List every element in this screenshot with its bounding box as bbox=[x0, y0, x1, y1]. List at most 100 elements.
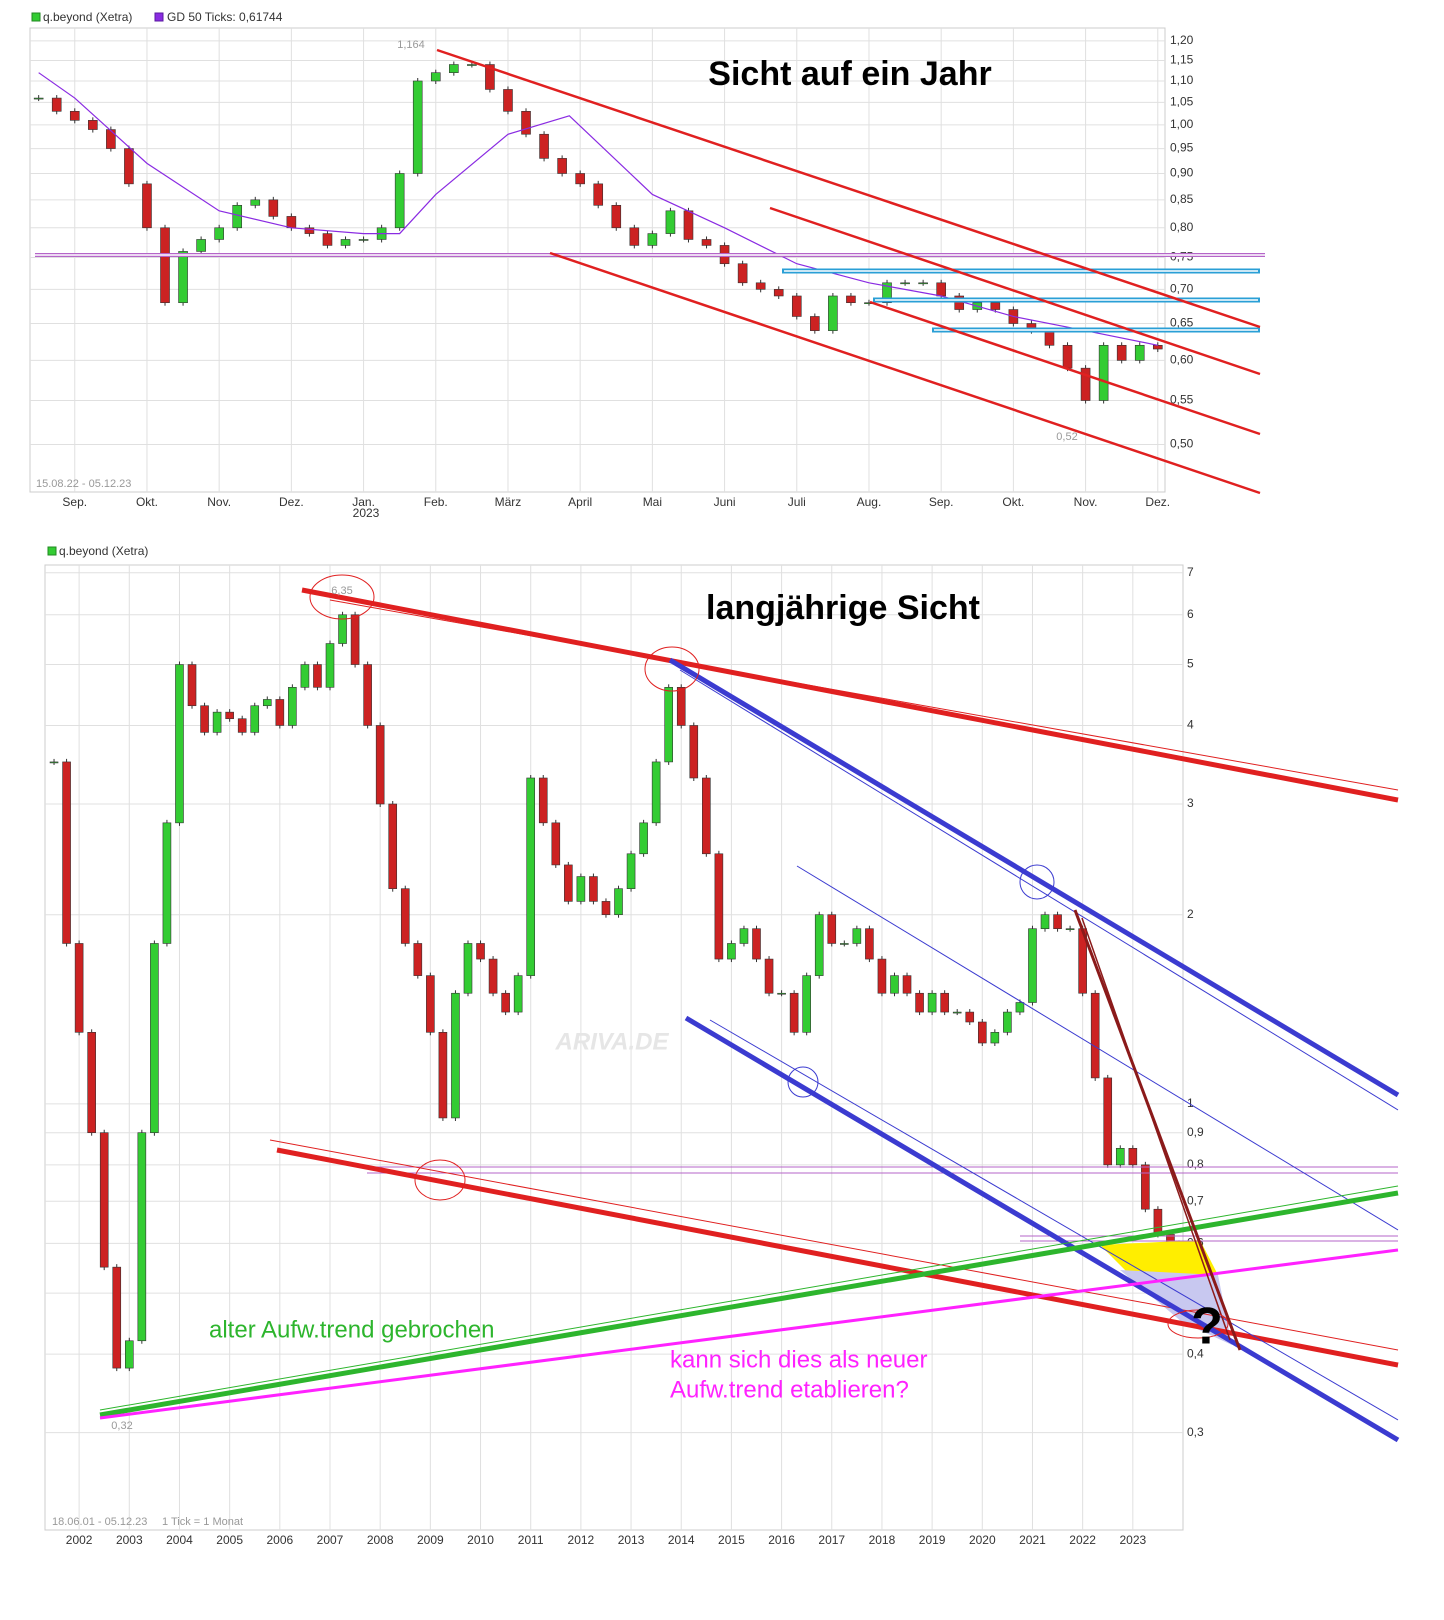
candle bbox=[990, 302, 1001, 310]
x-tick-label: Aug. bbox=[857, 495, 882, 509]
y-tick-label: 1,10 bbox=[1170, 73, 1194, 87]
x-tick-label: 2004 bbox=[166, 1533, 193, 1547]
y-tick-label: 0,7 bbox=[1187, 1193, 1204, 1207]
x-tick-label: 2011 bbox=[518, 1533, 544, 1547]
candle bbox=[187, 664, 197, 707]
candle bbox=[275, 699, 285, 726]
trend-line-thin bbox=[679, 669, 1399, 1111]
candle bbox=[400, 888, 410, 944]
candle bbox=[714, 853, 724, 960]
candle bbox=[626, 853, 636, 889]
trend-line bbox=[436, 48, 1261, 329]
y-tick-label: 2 bbox=[1187, 907, 1194, 921]
candle bbox=[737, 263, 748, 284]
trend-channel bbox=[436, 48, 1261, 495]
annotation: 6,35 bbox=[331, 585, 352, 597]
candle bbox=[1044, 330, 1055, 346]
x-tick-label: 2008 bbox=[367, 1533, 394, 1547]
trend-line bbox=[684, 1015, 1400, 1443]
chart-title: langjährige Sicht bbox=[706, 589, 980, 627]
x-tick-label: Mai bbox=[643, 495, 662, 509]
x-tick-label: 2017 bbox=[818, 1533, 845, 1547]
candle bbox=[1103, 1077, 1113, 1166]
candle bbox=[200, 705, 209, 733]
candle bbox=[394, 173, 405, 229]
marker-circle bbox=[1019, 864, 1055, 900]
x-tick-label: 2006 bbox=[266, 1533, 293, 1547]
candle bbox=[877, 958, 887, 994]
candle bbox=[918, 282, 928, 285]
candle bbox=[927, 992, 937, 1013]
chart-title: Sicht auf ein Jahr bbox=[708, 55, 991, 93]
candle bbox=[575, 173, 585, 185]
x-tick-label: 2021 bbox=[1019, 1533, 1046, 1547]
x-tick-label: 2007 bbox=[317, 1533, 344, 1547]
x-tick-label: 2023 bbox=[1119, 1533, 1146, 1547]
candle bbox=[49, 761, 59, 764]
candle bbox=[810, 316, 820, 331]
candle bbox=[828, 295, 838, 331]
candle bbox=[467, 64, 477, 66]
candle bbox=[676, 687, 686, 726]
y-tick-label: 0,80 bbox=[1170, 220, 1194, 234]
candle bbox=[611, 204, 622, 229]
candle bbox=[1065, 928, 1075, 931]
resistance-lines-inner bbox=[784, 270, 1258, 331]
candle bbox=[852, 928, 862, 944]
candle bbox=[340, 239, 351, 246]
candle bbox=[426, 975, 435, 1033]
y-tick-label: 1,00 bbox=[1170, 117, 1194, 131]
candle bbox=[363, 664, 372, 726]
candle bbox=[1115, 1148, 1125, 1166]
candle bbox=[755, 282, 766, 290]
candle bbox=[1116, 344, 1127, 361]
y-tick-label: 0,60 bbox=[1170, 353, 1194, 367]
x-tick-label: 2005 bbox=[216, 1533, 243, 1547]
candle bbox=[665, 210, 676, 234]
y-tick-label: 4 bbox=[1187, 718, 1194, 732]
candle bbox=[62, 761, 71, 944]
candle bbox=[225, 711, 234, 720]
candle bbox=[990, 1032, 1000, 1044]
candle bbox=[752, 928, 761, 960]
candle bbox=[702, 777, 711, 855]
x-tick-label: 2009 bbox=[417, 1533, 444, 1547]
x-tick-label: 2020 bbox=[969, 1533, 996, 1547]
trend-line-thin bbox=[709, 1019, 1399, 1421]
year-label: 2023 bbox=[353, 506, 380, 520]
trend-line bbox=[99, 1248, 1399, 1420]
candle bbox=[288, 687, 297, 726]
candle bbox=[196, 239, 206, 252]
x-tick-label: 2012 bbox=[568, 1533, 595, 1547]
candle bbox=[160, 227, 170, 304]
candle bbox=[212, 711, 222, 733]
x-tick-label: 2022 bbox=[1069, 1533, 1096, 1547]
candle bbox=[915, 992, 924, 1013]
candle bbox=[940, 992, 949, 1013]
legend-swatch bbox=[31, 12, 41, 22]
candle bbox=[413, 943, 423, 976]
watermark: ARIVA.DE bbox=[555, 1028, 670, 1055]
y-tick-label: 0,65 bbox=[1170, 316, 1194, 330]
annotation: 0,52 bbox=[1056, 431, 1077, 443]
candle bbox=[112, 1266, 122, 1369]
candle bbox=[325, 643, 335, 688]
candle bbox=[900, 282, 910, 285]
candle bbox=[74, 943, 84, 1033]
candle bbox=[593, 183, 604, 206]
x-tick-label: Juni bbox=[714, 495, 736, 509]
marker-circle bbox=[787, 1066, 819, 1098]
x-tick-label: April bbox=[568, 495, 592, 509]
marker-circles bbox=[309, 574, 1229, 1339]
candle bbox=[902, 975, 912, 994]
trend-line-thin bbox=[796, 865, 1399, 1231]
x-tick-label: Feb. bbox=[424, 495, 448, 509]
candle bbox=[250, 705, 260, 733]
candle bbox=[88, 120, 98, 130]
candle bbox=[840, 943, 849, 945]
x-tick-label: Nov. bbox=[207, 495, 231, 509]
legend-label: q.beyond (Xetra) bbox=[43, 10, 132, 24]
candle bbox=[1040, 914, 1050, 930]
candle bbox=[1153, 1208, 1163, 1235]
